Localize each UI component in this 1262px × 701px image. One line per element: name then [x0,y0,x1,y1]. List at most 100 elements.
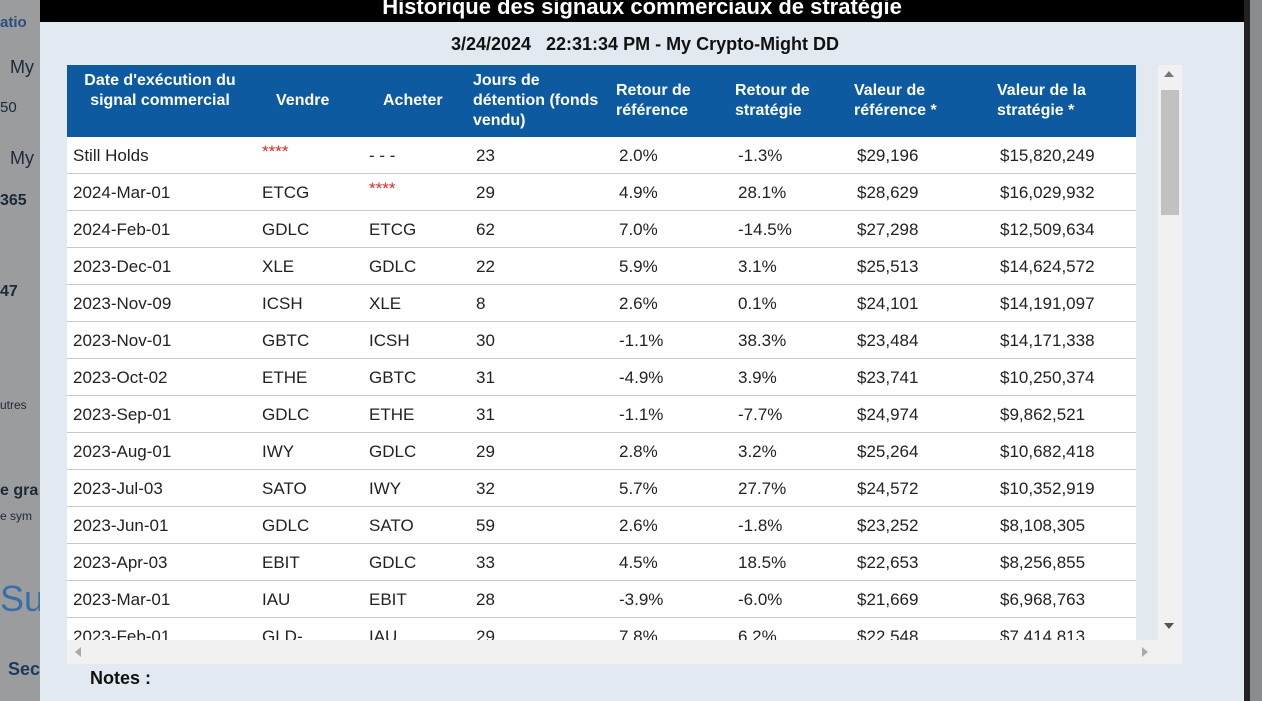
table-cell: -6.0% [738,590,783,609]
background-text: utres [0,398,27,412]
background-text: e sym [0,509,33,523]
table-cell: GBTC [262,331,310,350]
table-cell: $16,029,932 [1000,183,1095,202]
scroll-left[interactable] [75,647,81,657]
table-cell: 28 [476,590,495,609]
table-cell: 31 [476,368,495,387]
table-cell: GDLC [262,516,310,535]
background-text: Sec [8,659,41,679]
scroll-thumb[interactable] [1161,90,1179,215]
table-cell: ETCG [369,220,417,239]
table-cell: $14,191,097 [1000,294,1095,313]
background-page: atio My 50 My 365 47 utres e gra e sym Su Sec [0,0,42,701]
table-cell: $8,108,305 [1000,516,1086,535]
table-cell: $22,653 [857,553,919,572]
modal: Historique des signaux commerciaux de st… [40,0,1250,701]
horizontal-scrollbar[interactable] [67,640,1182,664]
table-row: 2023-Dec-01 XLE GDLC 22 5.9% 3.1% $25,513 $14,6… [67,248,1136,285]
table-cell: $10,250,374 [1000,368,1095,387]
table-cell: $23,741 [857,368,919,387]
scroll-right[interactable] [1142,647,1148,657]
column-header: Acheter [383,92,443,109]
background-text: atio [0,14,27,31]
table-cell: **** [262,142,289,161]
table-cell: 3.2% [738,442,777,461]
vertical-scrollbar[interactable] [1158,65,1182,640]
table-cell: 38.3% [738,331,787,350]
table-row: 2023-Nov-09 ICSH XLE 8 2.6% 0.1% $24,101 $14,19… [67,285,1136,322]
table-row: 2024-Mar-01 ETCG **** 29 4.9% 28.1% $28,629 $16… [67,174,1136,211]
table-row: 2023-Jul-03 SATO IWY 32 5.7% 27.7% $24,572 $10,… [67,470,1136,507]
table-cell: 23 [476,146,495,165]
table-cell: 2023-Jun-01 [73,516,169,535]
table-cell: $14,171,338 [1000,331,1095,350]
table-cell: -4.9% [619,368,664,387]
table-cell: -7.7% [738,405,783,424]
table-cell: 22 [476,257,495,276]
table-cell: 2.6% [619,516,658,535]
table-cell: $10,682,418 [1000,442,1095,461]
table-cell: 2.6% [619,294,658,313]
table-cell: EBIT [262,553,300,572]
table-cell: GLD- [262,627,303,640]
table-row: 2024-Feb-01 GDLC ETCG 62 7.0% -14.5% $27,298 $1… [67,211,1136,248]
table-cell: ETHE [369,405,415,424]
background-text: 47 [0,283,18,300]
background-text: e gra [0,482,39,499]
table-cell: $7,414,813 [1000,627,1086,640]
table-cell: $6,968,763 [1000,590,1086,609]
table-cell: Still Holds [73,146,149,165]
table-cell: $15,820,249 [1000,146,1095,165]
table-cell: 2.8% [619,442,658,461]
table-cell: 31 [476,405,495,424]
table-cell: **** [369,179,396,198]
table-cell: IWY [262,442,295,461]
table-cell: ICSH [369,331,410,350]
table-cell: 0.1% [738,294,777,313]
table-cell: 2023-Mar-01 [73,590,171,609]
background-text: My [10,57,34,77]
table-cell: 7.8% [619,627,658,640]
table-cell: ICSH [262,294,303,313]
table-cell: 4.9% [619,183,658,202]
scroll-up[interactable] [1164,71,1174,77]
table-cell: 2023-Apr-03 [73,553,168,572]
table-header: Date d'exécution du signal commercial Ven… [67,65,1136,137]
modal-subtitle: 3/24/2024 22:31:34 PM - My Crypto-Might … [450,34,840,54]
table-cell: 2023-Feb-01 [73,627,171,640]
table-cell: $24,572 [857,479,919,498]
table-cell: 5.7% [619,479,658,498]
table-cell: SATO [369,516,414,535]
table-cell: SATO [262,479,307,498]
table-cell: 2024-Mar-01 [73,183,171,202]
table-cell: IAU [262,590,291,609]
table-row: 2023-Sep-01 GDLC ETHE 31 -1.1% -7.7% $24,974 $9… [67,396,1136,433]
scroll-down[interactable] [1164,623,1174,629]
table-cell: $10,352,919 [1000,479,1095,498]
table-cell: -1.8% [738,516,783,535]
table-cell: 4.5% [619,553,658,572]
table-cell: -1.1% [619,331,664,350]
table-cell: ETHE [262,368,308,387]
table-cell: $23,252 [857,516,919,535]
table-cell: 2023-Sep-01 [73,405,172,424]
table-cell: 32 [476,479,495,498]
table-row: 2023-Oct-02 ETHE GBTC 31 -4.9% 3.9% $23,741 $10… [67,359,1136,396]
table-row: 2023-Apr-03 EBIT GDLC 33 4.5% 18.5% $22,653 $8,… [67,544,1136,581]
table-cell: 27.7% [738,479,787,498]
table-cell: $14,624,572 [1000,257,1095,276]
background-text: Su [0,578,42,619]
table-cell: $29,196 [857,146,919,165]
table-cell: IAU [369,627,398,640]
table-cell: 8 [476,294,486,313]
table-cell: $21,669 [857,590,919,609]
table-cell: $12,509,634 [1000,220,1095,239]
table-cell: ETCG [262,183,310,202]
table-cell: $25,513 [857,257,919,276]
table-cell: $24,101 [857,294,919,313]
table-cell: 29 [476,442,495,461]
table-cell: EBIT [369,590,407,609]
table-cell: $27,298 [857,220,919,239]
table-cell: 33 [476,553,495,572]
table-cell: -3.9% [619,590,664,609]
